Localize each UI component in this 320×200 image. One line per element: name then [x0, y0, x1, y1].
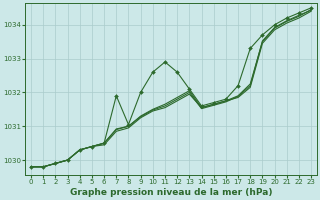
X-axis label: Graphe pression niveau de la mer (hPa): Graphe pression niveau de la mer (hPa)	[70, 188, 272, 197]
